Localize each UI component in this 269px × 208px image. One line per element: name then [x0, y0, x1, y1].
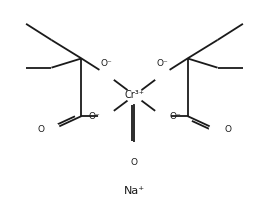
Text: O: O — [224, 125, 231, 134]
Text: O⁻: O⁻ — [156, 59, 168, 68]
Text: Na⁺: Na⁺ — [124, 186, 145, 196]
Circle shape — [99, 108, 115, 124]
Text: O⁻: O⁻ — [88, 112, 100, 121]
Text: O: O — [38, 125, 45, 134]
Circle shape — [99, 67, 115, 83]
Text: O⁻: O⁻ — [169, 112, 181, 121]
Text: O⁻: O⁻ — [101, 59, 113, 68]
Circle shape — [126, 143, 143, 159]
Circle shape — [154, 108, 170, 124]
Text: O: O — [131, 158, 138, 167]
Text: Cr³⁺: Cr³⁺ — [125, 90, 144, 100]
Circle shape — [210, 122, 226, 138]
Circle shape — [126, 87, 143, 103]
Circle shape — [154, 67, 170, 83]
Circle shape — [43, 122, 59, 138]
